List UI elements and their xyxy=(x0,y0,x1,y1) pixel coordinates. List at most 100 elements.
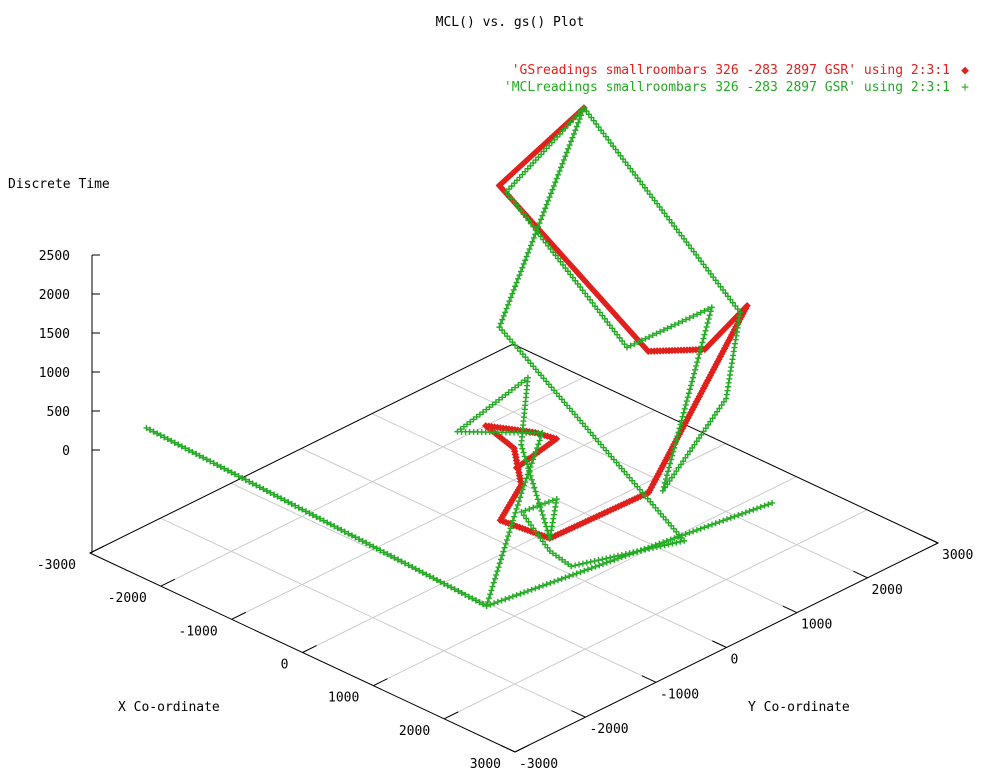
y-tick-0 xyxy=(500,744,516,753)
mcl-point-245 xyxy=(622,159,629,166)
mcl-point-831 xyxy=(675,533,682,540)
mcl-point-293 xyxy=(536,220,543,227)
mcl-point-552 xyxy=(527,463,534,470)
mcl-point-754 xyxy=(391,554,398,561)
mcl-point-239 xyxy=(637,178,644,185)
x-tick-4 xyxy=(373,678,388,687)
mcl-point-224 xyxy=(673,226,680,233)
mcl-point-320 xyxy=(497,320,504,327)
mcl-point-207 xyxy=(715,280,722,287)
mcl-point-551 xyxy=(528,460,535,467)
mcl-point-98 xyxy=(697,309,704,316)
mcl-point-559 xyxy=(518,490,525,497)
mcl-point-798 xyxy=(551,578,558,585)
mcl-point-137 xyxy=(671,444,678,451)
series-layer xyxy=(143,104,776,609)
mcl-point-753 xyxy=(387,552,394,559)
mcl-point-503 xyxy=(515,382,522,389)
mcl-point-741 xyxy=(345,530,352,537)
mcl-point-473 xyxy=(530,480,537,487)
series-1 xyxy=(143,104,776,609)
mcl-point-389 xyxy=(673,528,680,535)
y-tick-4 xyxy=(782,605,798,614)
z-tick-label-0: 0 xyxy=(62,444,70,459)
mcl-point-443 xyxy=(530,504,537,511)
mcl-point-370 xyxy=(623,471,630,478)
mcl-point-59 xyxy=(577,284,584,291)
mcl-point-66 xyxy=(594,306,601,313)
mcl-point-226 xyxy=(668,219,675,226)
mcl-point-70 xyxy=(604,319,611,326)
mcl-point-438 xyxy=(523,515,530,522)
y-tick-3 xyxy=(712,640,727,648)
mcl-point-313 xyxy=(507,294,514,301)
mcl-point-347 xyxy=(564,402,571,409)
mcl-point-138 xyxy=(670,448,677,455)
mcl-point-171 xyxy=(711,411,718,418)
mcl-point-714 xyxy=(249,480,256,487)
mcl-point-221 xyxy=(680,235,687,242)
mcl-point-735 xyxy=(324,519,331,526)
mcl-point-106 xyxy=(703,323,710,330)
mcl-point-799 xyxy=(554,577,561,584)
mcl-point-310 xyxy=(512,283,519,290)
mcl-point-377 xyxy=(642,492,649,499)
mcl-point-51 xyxy=(557,258,564,265)
mcl-point-200 xyxy=(732,302,739,309)
mcl-point-116 xyxy=(693,362,700,369)
mcl-point-817 xyxy=(622,552,629,559)
mcl-point-567 xyxy=(508,521,515,528)
mcl-point-416 xyxy=(587,558,594,565)
mcl-point-852 xyxy=(754,505,761,512)
mcl-point-94 xyxy=(682,316,689,323)
mcl-point-58 xyxy=(574,280,581,287)
mcl-point-110 xyxy=(699,339,706,346)
x-tick-label-0: -3000 xyxy=(37,558,76,573)
mcl-point-787 xyxy=(509,593,516,600)
mcl-point-826 xyxy=(656,540,663,547)
mcl-point-204 xyxy=(722,290,729,297)
x-tick-label-2: -1000 xyxy=(179,624,218,639)
mcl-point-321 xyxy=(496,324,503,331)
mcl-point-252 xyxy=(605,136,612,143)
mcl-point-346 xyxy=(561,399,568,406)
mcl-point-297 xyxy=(530,234,537,241)
mcl-point-553 xyxy=(526,467,533,474)
mcl-point-437 xyxy=(525,518,532,525)
mcl-point-105 xyxy=(704,319,711,326)
legend-mcl-label: 'MCLreadings smallroombars 326 -283 2897… xyxy=(504,80,950,95)
mcl-point-835 xyxy=(690,528,697,535)
mcl-point-55 xyxy=(567,271,574,278)
mcl-point-242 xyxy=(629,168,636,175)
z-axis: 0 500 1000 1500 2000 2500 xyxy=(39,249,100,553)
mcl-point-161 xyxy=(689,444,696,451)
mcl-point-841 xyxy=(712,520,719,527)
mcl-point-568 xyxy=(507,525,514,532)
mcl-point-791 xyxy=(524,588,531,595)
mcl-point-379 xyxy=(647,498,654,505)
mcl-point-806 xyxy=(581,567,588,574)
mcl-point-718 xyxy=(263,487,270,494)
mcl-point-319 xyxy=(499,316,506,323)
mcl-point-706 xyxy=(221,465,228,472)
mcl-point-578 xyxy=(495,564,502,571)
mcl-point-574 xyxy=(500,548,507,555)
mcl-point-327 xyxy=(512,342,519,349)
mcl-point-697 xyxy=(189,449,196,456)
mcl-point-580 xyxy=(493,571,500,578)
axis-ticks: -3000 -2000 -1000 0 1000 2000 3000 -3000 -2000 -1… xyxy=(37,535,973,772)
mcl-point-308 xyxy=(515,275,522,282)
mcl-point-160 xyxy=(686,448,693,455)
mcl-point-554 xyxy=(524,471,531,478)
mcl-point-173 xyxy=(716,405,723,412)
mcl-point-480 xyxy=(521,453,528,460)
mcl-point-342 xyxy=(551,387,558,394)
mcl-point-257 xyxy=(593,120,600,127)
mcl-point-846 xyxy=(731,513,738,520)
mcl-point-684 xyxy=(143,424,150,431)
mcl-point-263 xyxy=(579,108,586,115)
mcl-point-277 xyxy=(559,160,566,167)
mcl-point-350 xyxy=(571,411,578,418)
mcl-point-723 xyxy=(281,497,288,504)
mcl-point-157 xyxy=(680,458,687,465)
